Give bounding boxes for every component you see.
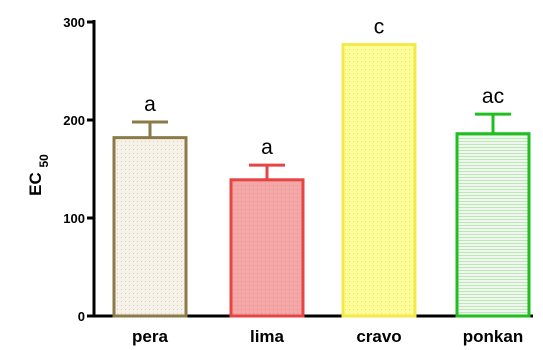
bar-pera xyxy=(112,136,188,318)
x-tick-label-lima: lima xyxy=(250,327,285,346)
y-tick-label: 0 xyxy=(78,309,85,324)
x-tick-label-cravo: cravo xyxy=(356,327,401,346)
x-tick-label-pera: pera xyxy=(132,327,168,346)
y-ticks: 0 100 200 300 xyxy=(63,15,94,324)
y-axis-title-main: EC xyxy=(26,172,45,196)
bar-cravo xyxy=(341,43,417,318)
significance-letter-ponkan: ac xyxy=(482,85,504,108)
significance-letter-lima: a xyxy=(261,136,273,159)
y-tick-label: 100 xyxy=(63,211,85,226)
x-tick-labels: pera lima cravo ponkan xyxy=(132,327,523,346)
y-tick-label: 300 xyxy=(63,15,85,30)
y-axis-title: EC 50 xyxy=(26,154,51,196)
error-bars xyxy=(132,112,511,180)
bar-ponkan xyxy=(455,132,531,318)
significance-letter-cravo: c xyxy=(374,16,385,39)
y-tick-label: 200 xyxy=(63,113,85,128)
x-tick-label-ponkan: ponkan xyxy=(463,327,523,346)
significance-letter-pera: a xyxy=(144,93,156,116)
bar-lima xyxy=(229,178,305,318)
bars xyxy=(112,43,531,318)
y-axis-title-subscript: 50 xyxy=(37,154,51,168)
